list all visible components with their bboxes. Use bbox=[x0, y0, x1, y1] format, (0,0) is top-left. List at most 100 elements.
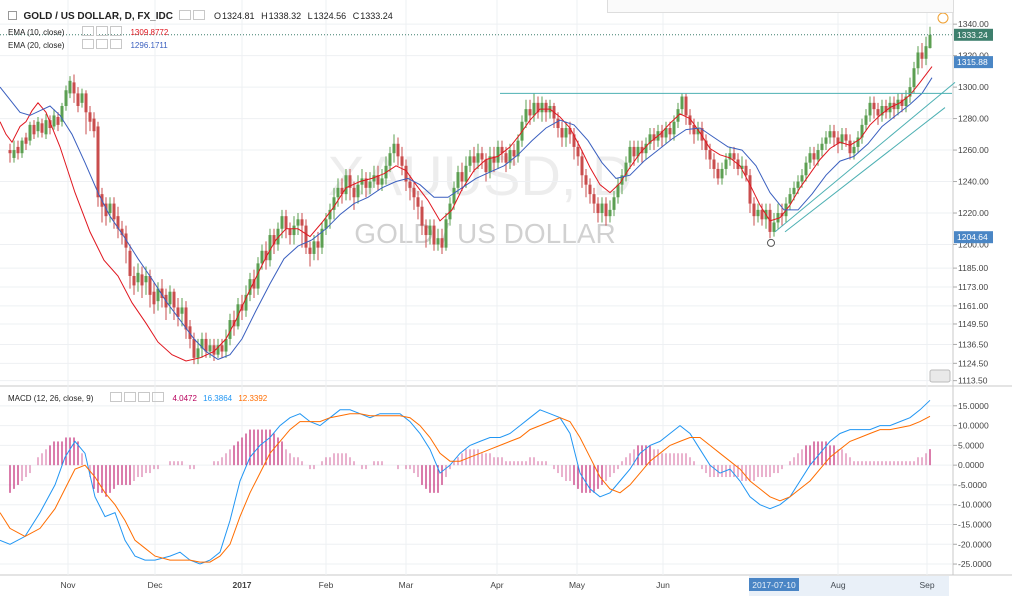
candle bbox=[532, 102, 536, 116]
candle bbox=[804, 162, 808, 176]
y-tick-label: 1300.00 bbox=[958, 82, 989, 92]
candle bbox=[792, 187, 796, 195]
macd-tick-label: -20.0000 bbox=[958, 539, 992, 549]
candle bbox=[256, 263, 260, 289]
candle bbox=[560, 128, 564, 138]
candle bbox=[704, 140, 708, 151]
candle bbox=[228, 320, 232, 339]
candle bbox=[248, 279, 252, 295]
candle bbox=[884, 105, 888, 113]
macd-tick-label: 15.0000 bbox=[958, 401, 989, 411]
settings-icon[interactable] bbox=[96, 26, 109, 36]
close-icon[interactable] bbox=[110, 39, 123, 49]
candle bbox=[696, 128, 700, 135]
candle bbox=[428, 225, 432, 236]
close-icon[interactable] bbox=[138, 392, 151, 402]
signal-line bbox=[0, 413, 931, 563]
candle bbox=[772, 222, 776, 232]
candle bbox=[572, 134, 576, 147]
settings-icon[interactable] bbox=[193, 10, 206, 20]
candle bbox=[732, 153, 736, 160]
eye-icon[interactable] bbox=[110, 392, 123, 402]
settings-icon[interactable] bbox=[124, 392, 137, 402]
x-tick-label: Apr bbox=[490, 580, 503, 590]
macd-line-value: 16.3864 bbox=[203, 394, 233, 403]
candle bbox=[404, 165, 408, 182]
candle bbox=[416, 197, 420, 207]
candle bbox=[144, 275, 148, 283]
candle bbox=[160, 288, 164, 299]
macd-tick-label: 5.0000 bbox=[958, 440, 984, 450]
candle bbox=[92, 118, 96, 132]
candle bbox=[20, 140, 24, 154]
candle bbox=[48, 120, 52, 129]
candle bbox=[872, 102, 876, 110]
candle bbox=[660, 131, 664, 138]
candle bbox=[700, 128, 704, 141]
candle bbox=[900, 99, 904, 106]
eye-icon[interactable] bbox=[82, 39, 95, 49]
settings-icon[interactable] bbox=[96, 39, 109, 49]
x-tick-label: Aug bbox=[830, 580, 845, 590]
eye-icon[interactable] bbox=[179, 10, 192, 20]
candle bbox=[580, 156, 584, 176]
candle bbox=[156, 288, 160, 302]
candle bbox=[192, 338, 196, 358]
candle bbox=[908, 87, 912, 97]
candle bbox=[120, 228, 124, 236]
macd-legend: MACD (12, 26, close, 9) 4.0472 16.3864 1… bbox=[8, 392, 271, 403]
candle bbox=[724, 159, 728, 169]
candle bbox=[812, 153, 816, 160]
macd-tick-label: -15.0000 bbox=[958, 519, 992, 529]
alert-icon bbox=[937, 12, 949, 24]
y-tick-label: 1220.00 bbox=[958, 208, 989, 218]
collapse-icon[interactable] bbox=[8, 11, 17, 20]
ema20-buttons bbox=[82, 39, 124, 50]
candle bbox=[868, 102, 872, 116]
more-icon[interactable] bbox=[152, 392, 165, 402]
trendline bbox=[774, 81, 956, 233]
candle bbox=[608, 209, 612, 217]
candle bbox=[208, 345, 212, 352]
candle bbox=[808, 153, 812, 163]
candle bbox=[716, 168, 720, 179]
candle bbox=[104, 203, 108, 217]
candle bbox=[8, 150, 12, 154]
ema10-line bbox=[0, 66, 933, 362]
candle bbox=[836, 137, 840, 144]
candle bbox=[904, 96, 908, 106]
candle bbox=[24, 137, 28, 144]
price-badge-label: 1204.64 bbox=[957, 232, 988, 242]
candle bbox=[492, 156, 496, 163]
candle bbox=[312, 241, 316, 254]
candle bbox=[220, 345, 224, 352]
macd-line bbox=[0, 399, 931, 565]
candle bbox=[460, 172, 464, 182]
candle bbox=[340, 187, 344, 195]
price-badge bbox=[954, 56, 993, 69]
candle bbox=[744, 165, 748, 176]
ema20-legend: EMA (20, close) 1296.1711 bbox=[8, 39, 172, 50]
candle bbox=[856, 137, 860, 147]
candle bbox=[720, 168, 724, 179]
candle bbox=[432, 225, 436, 245]
main-legend: GOLD / US DOLLAR, D, FX_IDC O1324.81 H13… bbox=[8, 10, 397, 22]
candle bbox=[376, 175, 380, 185]
candle bbox=[28, 124, 32, 141]
ema10-buttons bbox=[82, 26, 124, 37]
close-icon[interactable] bbox=[110, 26, 123, 36]
macd-hist-value: 4.0472 bbox=[172, 394, 197, 403]
candle bbox=[320, 228, 324, 248]
candle bbox=[356, 184, 360, 198]
price-badge bbox=[954, 28, 993, 41]
candle bbox=[500, 146, 504, 154]
candle bbox=[840, 134, 844, 144]
macd-tick-label: -25.0000 bbox=[958, 559, 992, 569]
candle bbox=[252, 279, 256, 289]
candle bbox=[68, 80, 72, 94]
eye-icon[interactable] bbox=[82, 26, 95, 36]
candle bbox=[600, 203, 604, 214]
candle bbox=[396, 143, 400, 157]
watermark-name: GOLD / US DOLLAR bbox=[354, 218, 615, 249]
